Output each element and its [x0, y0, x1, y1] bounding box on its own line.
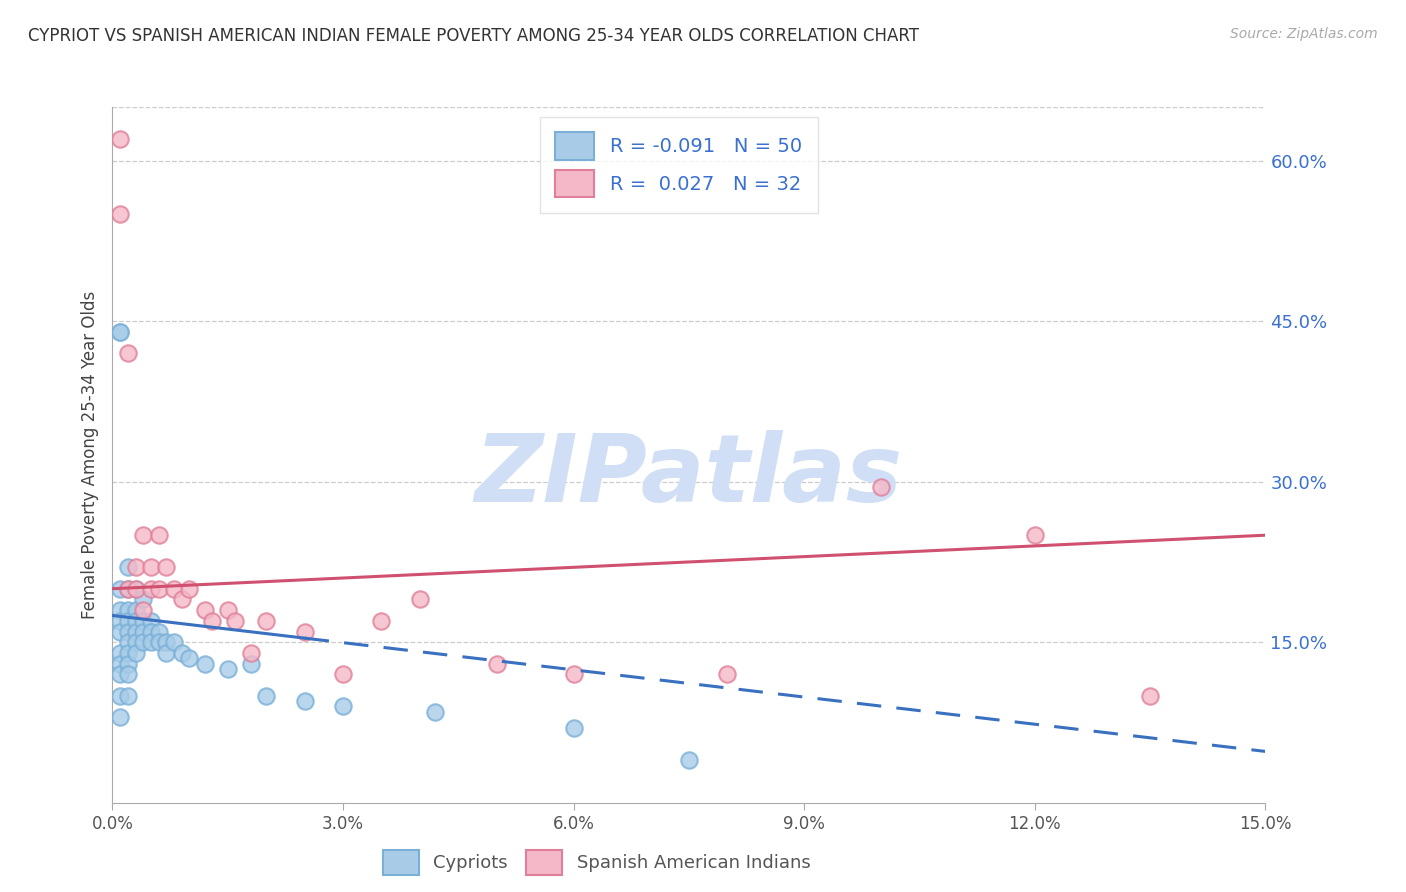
- Point: [148, 624, 170, 639]
- Point: [124, 582, 146, 596]
- Point: [108, 710, 131, 724]
- Text: ZIPatlas: ZIPatlas: [475, 430, 903, 522]
- Point: [155, 646, 177, 660]
- Point: [239, 646, 262, 660]
- Point: [132, 592, 155, 607]
- Point: [716, 667, 738, 681]
- Point: [117, 582, 139, 596]
- Point: [124, 582, 146, 596]
- Point: [155, 635, 177, 649]
- Point: [294, 694, 316, 708]
- Point: [117, 689, 139, 703]
- Point: [117, 635, 139, 649]
- Point: [217, 662, 239, 676]
- Text: Source: ZipAtlas.com: Source: ZipAtlas.com: [1230, 27, 1378, 41]
- Point: [163, 582, 186, 596]
- Point: [148, 528, 170, 542]
- Point: [108, 624, 131, 639]
- Point: [370, 614, 392, 628]
- Point: [132, 614, 155, 628]
- Point: [163, 635, 186, 649]
- Point: [108, 657, 131, 671]
- Point: [124, 560, 146, 574]
- Point: [108, 667, 131, 681]
- Point: [108, 582, 131, 596]
- Point: [117, 667, 139, 681]
- Point: [870, 480, 893, 494]
- Point: [132, 624, 155, 639]
- Point: [108, 689, 131, 703]
- Point: [1024, 528, 1046, 542]
- Point: [108, 325, 131, 339]
- Point: [139, 624, 162, 639]
- Point: [108, 646, 131, 660]
- Point: [254, 614, 277, 628]
- Text: CYPRIOT VS SPANISH AMERICAN INDIAN FEMALE POVERTY AMONG 25-34 YEAR OLDS CORRELAT: CYPRIOT VS SPANISH AMERICAN INDIAN FEMAL…: [28, 27, 920, 45]
- Point: [332, 667, 354, 681]
- Point: [117, 646, 139, 660]
- Point: [117, 346, 139, 360]
- Point: [148, 582, 170, 596]
- Point: [117, 603, 139, 617]
- Y-axis label: Female Poverty Among 25-34 Year Olds: Female Poverty Among 25-34 Year Olds: [80, 291, 98, 619]
- Point: [678, 753, 700, 767]
- Point: [201, 614, 224, 628]
- Point: [124, 624, 146, 639]
- Point: [179, 651, 201, 665]
- Point: [409, 592, 432, 607]
- Point: [425, 705, 447, 719]
- Point: [132, 603, 155, 617]
- Point: [194, 657, 217, 671]
- Point: [1139, 689, 1161, 703]
- Point: [148, 635, 170, 649]
- Point: [139, 560, 162, 574]
- Point: [124, 603, 146, 617]
- Point: [117, 657, 139, 671]
- Point: [117, 582, 139, 596]
- Point: [132, 635, 155, 649]
- Point: [139, 582, 162, 596]
- Point: [108, 325, 131, 339]
- Point: [155, 560, 177, 574]
- Point: [117, 614, 139, 628]
- Legend: Cypriots, Spanish American Indians: Cypriots, Spanish American Indians: [374, 840, 820, 884]
- Point: [108, 603, 131, 617]
- Point: [139, 614, 162, 628]
- Point: [170, 646, 193, 660]
- Point: [132, 528, 155, 542]
- Point: [108, 132, 131, 146]
- Point: [239, 657, 262, 671]
- Point: [562, 721, 585, 735]
- Point: [562, 667, 585, 681]
- Point: [124, 614, 146, 628]
- Point: [179, 582, 201, 596]
- Point: [108, 207, 131, 221]
- Point: [332, 699, 354, 714]
- Point: [485, 657, 508, 671]
- Point: [139, 635, 162, 649]
- Point: [124, 635, 146, 649]
- Point: [117, 624, 139, 639]
- Point: [170, 592, 193, 607]
- Point: [124, 646, 146, 660]
- Point: [294, 624, 316, 639]
- Point: [194, 603, 217, 617]
- Point: [117, 560, 139, 574]
- Point: [108, 614, 131, 628]
- Point: [224, 614, 246, 628]
- Point: [217, 603, 239, 617]
- Point: [254, 689, 277, 703]
